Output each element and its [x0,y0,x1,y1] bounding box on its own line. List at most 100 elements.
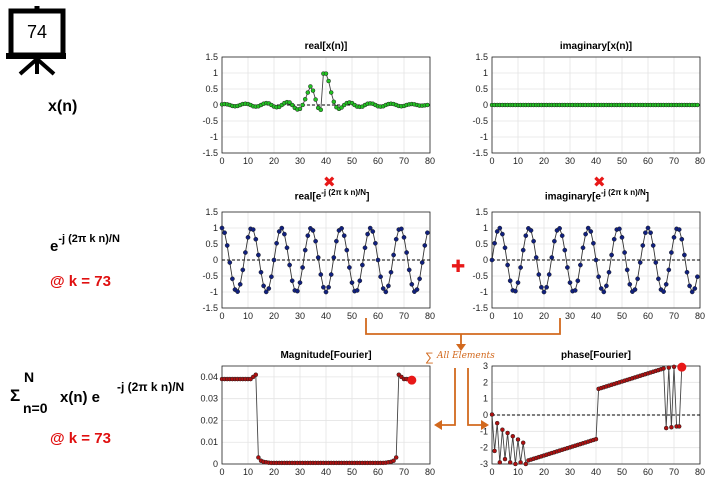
data-point [656,276,661,282]
x-tick-label: 60 [643,156,653,166]
data-point [682,252,687,258]
y-tick-label: -1 [480,287,488,297]
data-point [575,278,581,284]
connector-arrowhead-down [456,344,466,351]
x-tick-label: 20 [269,156,279,166]
data-point [349,280,355,285]
data-point [663,425,669,431]
data-point [344,247,350,253]
data-point [520,440,526,446]
data-point [666,267,672,273]
data-point [505,262,510,268]
data-point [360,262,365,268]
data-point [671,235,677,240]
y-tick-label: -2 [480,443,488,453]
chart-imag-x: 0 10 20 30 40 50 60 70 80 -1.5 -1 -0.5 0 0.5 1 1.5 imagi… [472,41,705,166]
x-tick-label: 80 [425,156,435,166]
y-tick-label: -1.5 [472,148,488,158]
x-tick-label: 70 [669,467,679,477]
data-point [305,90,311,95]
data-point [536,272,542,277]
chart-title: Magnitude[Fourier] [280,350,371,361]
data-point [489,412,495,417]
data-point [671,364,677,370]
y-tick-label: 1 [483,394,488,404]
data-point [326,78,331,84]
data-point [362,245,368,251]
data-point [648,230,653,236]
data-point [380,286,386,291]
data-point [313,238,318,244]
data-point [643,230,648,236]
data-point [235,289,240,294]
data-point [663,281,669,287]
sum-sigma: Σ [10,386,21,405]
data-point [354,288,360,293]
x-tick-label: 30 [565,311,575,321]
data-point [513,288,518,294]
data-point [243,250,248,255]
y-tick-label: -1 [210,287,218,297]
data-point [695,274,700,280]
data-point [666,365,672,370]
x-tick-label: 10 [513,156,523,166]
data-point [653,260,659,265]
x-tick-label: 0 [489,467,494,477]
data-point [391,458,396,463]
x-tick-label: 50 [617,156,627,166]
data-point [308,84,313,89]
sum-lower-limit: n=0 [23,400,48,416]
data-point [596,274,601,280]
y-tick-label: -0.5 [472,271,488,281]
data-point [695,102,700,108]
chart-real-x: 0 10 20 30 40 50 60 70 80 -1.5 -1 -0.5 0 0.5 1 1.5 real[… [202,41,435,166]
highlight-point [677,362,687,372]
data-point [528,228,534,233]
y-tick-label: 0.01 [200,437,218,447]
y-tick-label: 0.04 [200,372,218,382]
kernel-label: e-j (2π k n)/N [50,233,120,255]
data-point [531,238,536,244]
data-point [331,255,337,260]
data-point [250,227,256,232]
sum-upper-limit: N [24,369,35,385]
data-point [492,240,497,246]
sum-symbol-small: ∑ [425,350,434,364]
data-point [632,287,638,292]
y-tick-label: -3 [480,459,488,469]
slide-number: 74 [26,22,48,42]
x-tick-label: 40 [591,311,601,321]
x-tick-label: 10 [513,311,523,321]
x-tick-label: 20 [539,156,549,166]
all-elements-label: All Elements [437,351,495,361]
chart-title: phase[Fourier] [561,350,631,361]
y-tick-label: 0.5 [205,239,218,249]
data-point [676,227,682,232]
y-tick-label: 1.5 [475,52,488,62]
y-tick-label: 1.5 [205,52,218,62]
y-tick-label: 0 [483,100,488,110]
x-tick-label: 0 [489,311,494,321]
chart-magnitude: 0 10 20 30 40 50 60 70 80 0 0.01 0.02 0.03 0.04 Magnit… [200,350,435,477]
data-point [263,289,269,295]
data-point [417,276,422,282]
x-tick-label: 80 [695,311,705,321]
x-tick-label: 70 [669,156,679,166]
x-tick-label: 30 [565,156,575,166]
data-point [297,280,303,285]
x-tick-label: 70 [399,311,409,321]
data-point [627,281,633,287]
data-point [404,250,409,255]
data-point [507,278,513,284]
data-point [552,238,557,244]
data-point [585,225,591,231]
y-tick-label: 0 [483,255,488,265]
data-point [497,225,503,231]
data-point [650,243,656,248]
data-point [549,255,555,260]
y-tick-label: -1 [480,132,488,142]
data-point [279,225,285,231]
data-point [541,289,547,295]
x-tick-label: 10 [243,467,253,477]
data-point [295,288,300,294]
